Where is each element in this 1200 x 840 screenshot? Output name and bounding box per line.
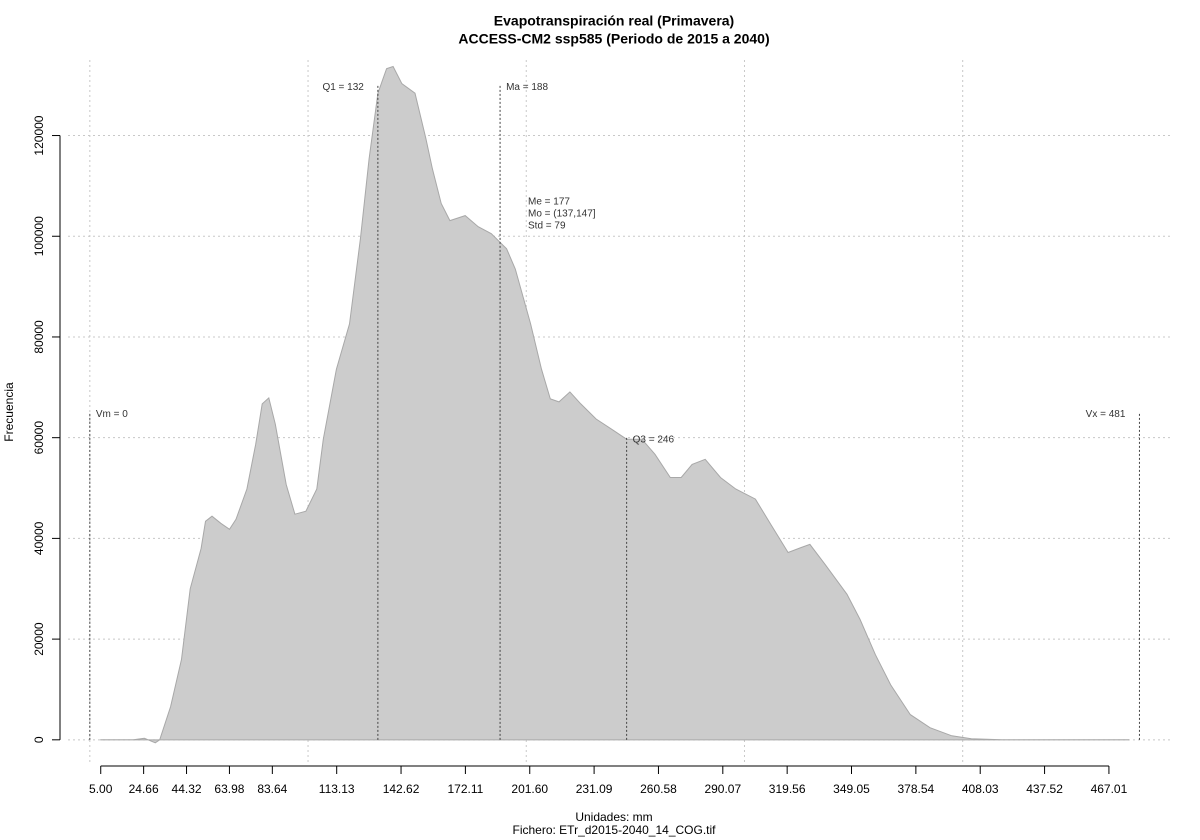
x-tick-label: 142.62 — [383, 782, 420, 796]
y-tick-label: 20000 — [32, 622, 46, 656]
x-tick-label: 83.64 — [257, 782, 287, 796]
annotation-label: Ma = 188 — [506, 82, 548, 93]
stat-label: Std = 79 — [528, 221, 566, 232]
x-tick-label: 172.11 — [447, 782, 483, 796]
y-tick-label: 120000 — [32, 115, 46, 155]
y-tick-label: 60000 — [32, 421, 46, 455]
x-axis-label: Unidades: mm — [575, 810, 652, 824]
x-tick-label: 63.98 — [214, 782, 244, 796]
annotation-label: Vx = 481 — [1086, 409, 1126, 420]
x-tick-label: 44.32 — [172, 782, 202, 796]
x-tick-label: 437.52 — [1026, 782, 1063, 796]
x-tick-label: 378.54 — [898, 782, 935, 796]
x-tick-label: 5.00 — [89, 782, 113, 796]
chart-subtitle: ACCESS-CM2 ssp585 (Periodo de 2015 a 204… — [458, 31, 769, 47]
y-tick-label: 40000 — [32, 521, 46, 555]
annotation-label: Vm = 0 — [96, 409, 128, 420]
y-tick-label: 100000 — [32, 216, 46, 256]
x-tick-label: 467.01 — [1091, 782, 1128, 796]
y-tick-label: 80000 — [32, 320, 46, 354]
x-tick-label: 408.03 — [962, 782, 999, 796]
x-tick-label: 319.56 — [769, 782, 806, 796]
y-axis-label: Frecuencia — [2, 382, 16, 442]
annotation-label: Q3 = 246 — [633, 434, 675, 445]
x-tick-label: 260.58 — [640, 782, 677, 796]
caption: Fichero: ETr_d2015-2040_14_COG.tif — [513, 823, 717, 837]
x-tick-label: 290.07 — [704, 782, 741, 796]
stat-label: Mo = (137,147] — [528, 209, 596, 220]
x-tick-label: 349.05 — [833, 782, 870, 796]
chart-title: Evapotranspiración real (Primavera) — [494, 13, 734, 29]
x-tick-label: 201.60 — [511, 782, 548, 796]
annotation-label: Q1 = 132 — [322, 82, 364, 93]
density-area — [100, 65, 1129, 744]
x-tick-label: 24.66 — [129, 782, 159, 796]
stat-label: Me = 177 — [528, 197, 570, 208]
x-tick-label: 231.09 — [576, 782, 613, 796]
y-tick-label: 0 — [32, 736, 46, 743]
x-tick-label: 113.13 — [319, 782, 355, 796]
